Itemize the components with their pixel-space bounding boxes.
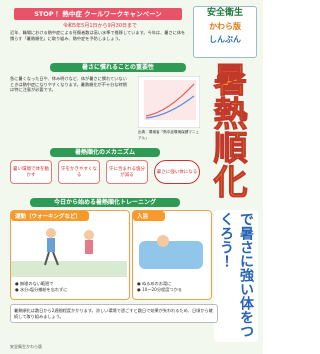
- step: 暑い環境で体を動かす: [10, 160, 52, 184]
- logo-line: 安全衛生: [194, 7, 256, 20]
- body: [85, 240, 93, 254]
- campaign-banner: STOP！ 熱中症 クールワークキャンペーン: [14, 8, 182, 20]
- logo: 安全衛生 かわら版 しんぶん: [193, 6, 257, 58]
- head: [46, 228, 56, 238]
- bath-panel: 入浴 ● ぬるめのお湯に ● 10～20分程度つかる: [132, 210, 212, 300]
- head: [84, 230, 94, 240]
- footer-note: 暑熱順化は数日から2週間程度かかります。涼しい環境で過ごすと数日で効果が失われる…: [10, 304, 218, 323]
- headline: 暑熱順化: [206, 62, 248, 198]
- exercise-illustration: [11, 221, 127, 277]
- section-title: 暑熱順化のメカニズム: [50, 148, 160, 157]
- chart-note: 出典：環境省「熱中症環境保健マニュアル」: [138, 130, 202, 141]
- period: 令和5年5月1日から9月30日まで: [40, 22, 160, 29]
- headline-sub: で暑さに強い体をつくろう！: [214, 210, 258, 342]
- panel-title: 運動（ウォーキングなど）: [11, 211, 89, 221]
- note: ● 10～20分程度つかる: [133, 287, 211, 293]
- logo-line: かわら版: [194, 20, 256, 33]
- ground: [11, 261, 127, 277]
- credit: 安全衛生かわら版: [10, 344, 42, 350]
- intro: 近年、職場における熱中症による死傷者数は高い水準で推移しています。今年は、暑さに…: [10, 30, 188, 41]
- section-title: 暑さに慣れることの重要性: [50, 63, 186, 72]
- section-title: 今日から始める暑熱順化トレーニング: [30, 198, 180, 207]
- bath-illustration: [133, 221, 209, 277]
- step: 汗をかきやすくなる: [58, 160, 100, 184]
- note: ● 水分・塩分補給を忘れずに: [11, 287, 129, 293]
- bathtub: [139, 241, 203, 269]
- poster: STOP！ 熱中症 クールワークキャンペーン 令和5年5月1日から9月30日まで…: [0, 0, 263, 354]
- importance-body: 急に暑くなった日や、休み明けなど、体が暑さに慣れていないときは熱中症になりやすく…: [10, 76, 130, 93]
- logo-line: しんぶん: [194, 33, 256, 46]
- body: [47, 238, 55, 252]
- panel-title: 入浴: [133, 211, 165, 221]
- head: [157, 235, 169, 247]
- chart-illustration: [138, 76, 200, 128]
- exercise-panel: 運動（ウォーキングなど） ● 無理のない範囲で ● 水分・塩分補給を忘れずに: [10, 210, 130, 300]
- step: 暑さに強い体になる: [154, 160, 200, 184]
- step: 汗に含まれる塩分が減る: [106, 160, 148, 184]
